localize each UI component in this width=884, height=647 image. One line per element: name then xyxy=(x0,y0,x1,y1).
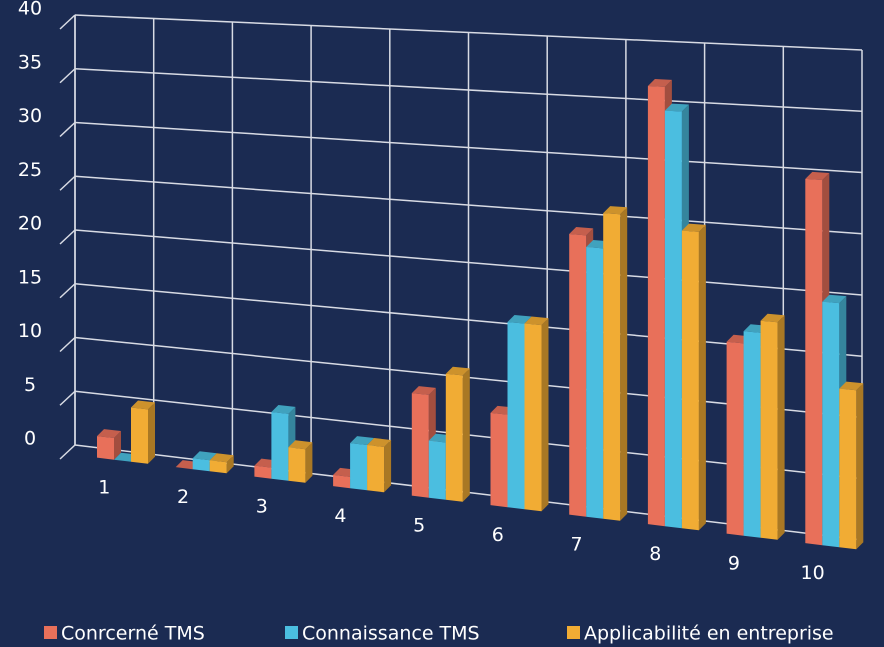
bar xyxy=(507,322,525,510)
legend-swatch xyxy=(567,626,580,639)
grid-line-side xyxy=(59,444,76,460)
bar-side xyxy=(620,207,628,521)
bar-top xyxy=(271,404,296,414)
x-tick-label: 10 xyxy=(801,562,825,584)
bar-side xyxy=(226,455,234,474)
grid-line-side xyxy=(59,283,76,299)
bar-top xyxy=(97,429,121,439)
bar xyxy=(664,110,682,529)
bar-top xyxy=(192,451,217,461)
grid-line-side xyxy=(59,121,76,138)
bar xyxy=(333,474,351,489)
bar xyxy=(805,178,823,546)
bar-top xyxy=(664,103,689,112)
bar-top xyxy=(350,436,375,446)
y-tick-label: 20 xyxy=(18,213,42,235)
bar xyxy=(681,230,699,531)
bar-top xyxy=(209,453,234,463)
bar xyxy=(822,301,840,548)
legend-swatch xyxy=(44,626,57,639)
bar-top xyxy=(760,313,785,323)
bar-top xyxy=(822,294,847,304)
legend-label: Applicabilité en entreprise xyxy=(584,623,834,645)
bar-side xyxy=(698,224,706,531)
bar-top xyxy=(603,206,628,215)
y-tick-label: 0 xyxy=(24,428,36,450)
y-tick-label: 25 xyxy=(18,159,42,181)
bar xyxy=(743,331,761,538)
bar xyxy=(192,458,210,472)
bar-side xyxy=(148,402,155,464)
legend-label: Connaissance TMS xyxy=(302,623,480,645)
bar-side xyxy=(462,368,470,502)
x-tick-label: 1 xyxy=(98,476,110,498)
bar-top xyxy=(445,366,470,376)
bar-top xyxy=(367,438,392,447)
bar-top xyxy=(288,440,313,450)
bar-side xyxy=(541,318,549,512)
x-tick-label: 2 xyxy=(177,486,189,508)
y-tick-label: 5 xyxy=(24,374,36,396)
x-tick-label: 9 xyxy=(728,552,740,574)
bar xyxy=(445,373,463,502)
bar xyxy=(254,465,272,479)
x-tick-label: 7 xyxy=(571,533,583,555)
bar-side xyxy=(856,383,864,550)
x-tick-label: 6 xyxy=(492,524,504,546)
bar-top xyxy=(681,223,706,232)
x-tick-label: 3 xyxy=(256,495,268,517)
bar-top xyxy=(647,79,672,87)
bar-top xyxy=(805,171,830,180)
x-tick-label: 4 xyxy=(334,505,346,527)
bar xyxy=(569,234,587,517)
bar-side xyxy=(114,431,121,460)
bar-top xyxy=(131,400,155,410)
legend-label: Conrcerné TMS xyxy=(61,623,205,645)
y-tick-label: 40 xyxy=(18,0,42,20)
grid-line-side xyxy=(59,229,76,245)
bar-top xyxy=(524,316,549,326)
bar xyxy=(411,393,429,498)
bar xyxy=(760,320,778,540)
bar-top xyxy=(839,381,864,391)
y-tick-label: 15 xyxy=(18,266,42,288)
grid-line-side xyxy=(59,336,76,353)
bar-side xyxy=(384,439,392,493)
grid-line-side xyxy=(59,68,76,84)
bar xyxy=(97,436,114,460)
bar-side xyxy=(777,315,785,540)
bar xyxy=(131,407,148,464)
bar-top xyxy=(569,227,594,236)
bar xyxy=(367,445,385,493)
bar xyxy=(603,213,621,521)
bar xyxy=(726,341,744,536)
y-tick-label: 10 xyxy=(18,320,42,342)
bar xyxy=(586,247,604,519)
bar-side xyxy=(305,442,313,483)
bar xyxy=(647,86,665,527)
y-tick-label: 35 xyxy=(18,51,42,73)
bar xyxy=(839,388,857,550)
y-tick-label: 30 xyxy=(18,105,42,127)
bar xyxy=(288,447,306,483)
bar xyxy=(428,440,446,500)
bar-top xyxy=(507,315,532,324)
bar xyxy=(490,412,508,508)
bar xyxy=(271,411,289,481)
grid-line-side xyxy=(59,175,76,191)
bar xyxy=(350,443,368,491)
x-tick-label: 8 xyxy=(649,543,661,565)
x-tick-label: 5 xyxy=(413,514,425,536)
bar-top xyxy=(411,386,436,395)
bar xyxy=(209,460,227,474)
legend-swatch xyxy=(285,626,298,639)
grid-line-side xyxy=(59,390,76,406)
grid-line-side xyxy=(59,14,76,30)
bar xyxy=(524,323,542,512)
